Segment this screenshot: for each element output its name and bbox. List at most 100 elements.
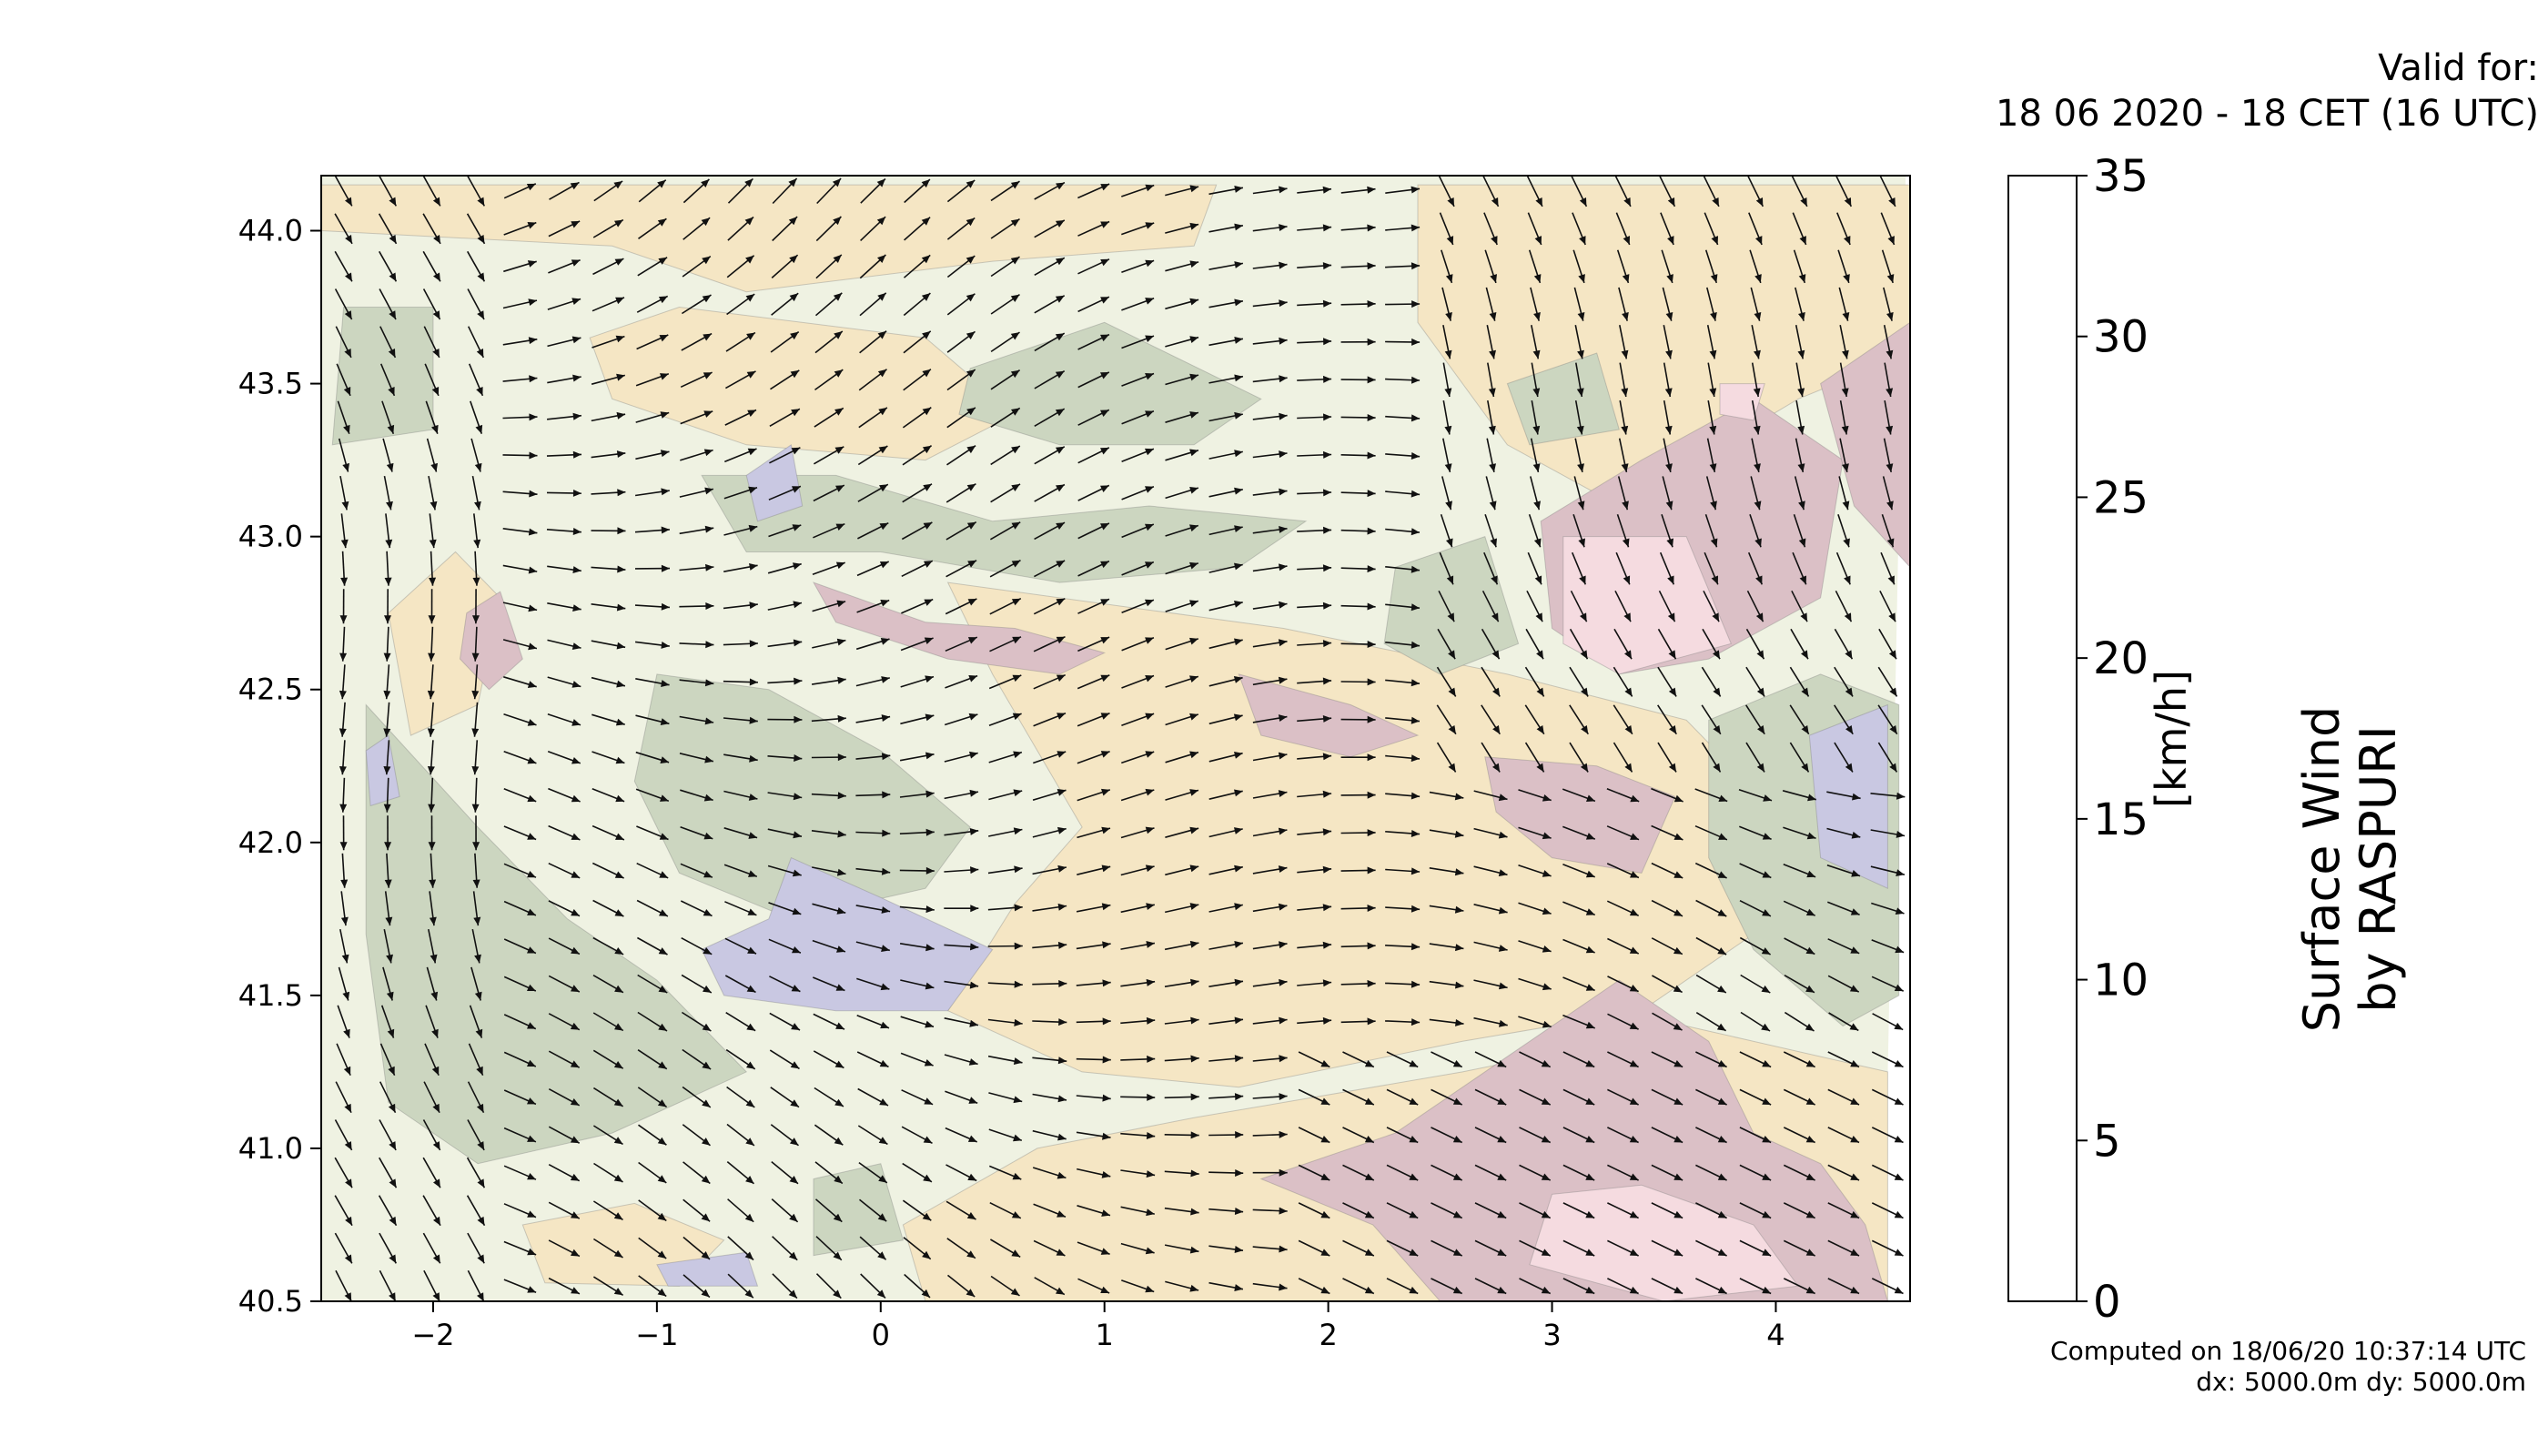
- wind-arrow: [899, 905, 935, 914]
- wind-arrow: [548, 1013, 581, 1031]
- wind-arrow: [1034, 483, 1066, 502]
- wind-arrow: [383, 475, 393, 511]
- contour-region-5-4: [958, 321, 1262, 446]
- wind-arrow: [503, 825, 537, 841]
- wind-arrow: [385, 513, 393, 549]
- wind-arrow: [1619, 399, 1629, 435]
- wind-arrow: [1077, 1168, 1111, 1178]
- wind-arrow: [1165, 185, 1199, 197]
- wind-arrow: [1034, 1277, 1066, 1296]
- wind-arrow: [988, 789, 1023, 801]
- wind-arrow: [902, 407, 932, 429]
- wind-arrow: [1569, 666, 1589, 697]
- wind-arrow: [1297, 375, 1332, 383]
- wind-arrow: [338, 966, 350, 1001]
- wind-arrow: [502, 490, 538, 498]
- wind-arrow: [680, 449, 713, 461]
- wind-arrow: [904, 217, 931, 241]
- wind-arrow: [1871, 1278, 1904, 1295]
- wind-arrow: [1562, 863, 1595, 878]
- wind-arrow: [1834, 628, 1854, 660]
- wind-arrow: [1881, 513, 1895, 548]
- wind-arrow: [1033, 751, 1067, 764]
- wind-arrow: [1707, 362, 1717, 398]
- wind-arrow: [679, 563, 714, 571]
- wind-arrow: [856, 1014, 890, 1029]
- wind-arrow: [1486, 325, 1496, 359]
- wind-arrow: [1252, 1207, 1288, 1215]
- wind-arrow: [812, 561, 845, 576]
- wind-arrow: [988, 674, 1022, 690]
- wind-arrow: [503, 863, 537, 878]
- wind-arrow: [426, 966, 439, 1001]
- wind-arrow: [1165, 713, 1199, 726]
- wind-arrow: [547, 639, 581, 650]
- x-tick-label: 0: [872, 1318, 890, 1352]
- wind-arrow: [1704, 212, 1719, 246]
- wind-arrow: [591, 489, 626, 497]
- wind-arrow: [1033, 1239, 1066, 1257]
- wind-arrow: [334, 1157, 353, 1188]
- wind-arrow: [1208, 223, 1244, 233]
- wind-arrow: [1474, 1164, 1507, 1181]
- wind-arrow: [1614, 176, 1632, 207]
- wind-arrow: [469, 1005, 483, 1038]
- wind-arrow: [1745, 742, 1765, 773]
- wind-arrow: [1570, 176, 1588, 207]
- wind-arrow: [467, 250, 486, 282]
- wind-arrow: [813, 484, 845, 502]
- wind-arrow: [1879, 176, 1896, 207]
- wind-arrow: [679, 487, 714, 498]
- wind-arrow: [466, 1157, 486, 1188]
- wind-arrow: [680, 789, 713, 802]
- colorbar-title-line1: Surface Wind: [2293, 706, 2351, 1033]
- wind-arrow: [1297, 526, 1332, 534]
- wind-arrow: [900, 1016, 935, 1028]
- wind-arrow: [1749, 249, 1762, 284]
- wind-arrow: [1208, 903, 1243, 913]
- wind-arrow: [1385, 943, 1421, 951]
- wind-arrow: [473, 513, 481, 549]
- wind-arrow: [1385, 186, 1421, 194]
- wind-arrow: [1562, 938, 1595, 954]
- wind-arrow: [547, 713, 581, 726]
- wind-arrow: [723, 640, 758, 648]
- wind-arrow: [1033, 1203, 1067, 1218]
- wind-arrow: [1826, 791, 1861, 801]
- wind-arrow: [1297, 450, 1332, 459]
- wind-arrow: [1208, 525, 1243, 536]
- wind-arrow: [1208, 1016, 1244, 1025]
- wind-arrow: [1607, 1013, 1639, 1030]
- wind-arrow: [1298, 1278, 1330, 1295]
- wind-arrow: [725, 331, 756, 352]
- wind-arrow: [1077, 1241, 1110, 1256]
- wind-arrow: [1526, 176, 1543, 207]
- wind-arrow: [1034, 446, 1066, 465]
- wind-arrow: [1745, 628, 1765, 660]
- wind-arrow: [1297, 602, 1332, 610]
- wind-arrow: [1695, 1012, 1727, 1032]
- wind-arrow: [1252, 1282, 1288, 1291]
- wind-arrow: [1208, 601, 1243, 612]
- wind-arrow: [428, 626, 436, 662]
- wind-arrow: [337, 1005, 350, 1038]
- wind-arrow: [1473, 865, 1508, 876]
- wind-arrow: [1481, 590, 1500, 622]
- wind-arrow: [1473, 827, 1508, 839]
- wind-arrow: [1033, 673, 1067, 690]
- wind-arrow: [1738, 788, 1773, 802]
- wind-arrow: [1524, 742, 1545, 773]
- wind-arrow: [1883, 325, 1894, 359]
- colorbar-tick-label: 15: [2093, 794, 2149, 845]
- wind-arrow: [1034, 408, 1066, 427]
- wind-arrow: [635, 788, 670, 802]
- wind-arrow: [1783, 1088, 1815, 1106]
- wind-arrow: [1297, 979, 1332, 987]
- colorbar-unit-label: [km/h]: [2147, 670, 2196, 808]
- wind-arrow: [1619, 325, 1629, 359]
- wind-arrow: [1077, 560, 1110, 577]
- wind-arrow: [988, 713, 1022, 727]
- wind-arrow: [548, 1201, 581, 1219]
- wind-arrow: [680, 410, 713, 425]
